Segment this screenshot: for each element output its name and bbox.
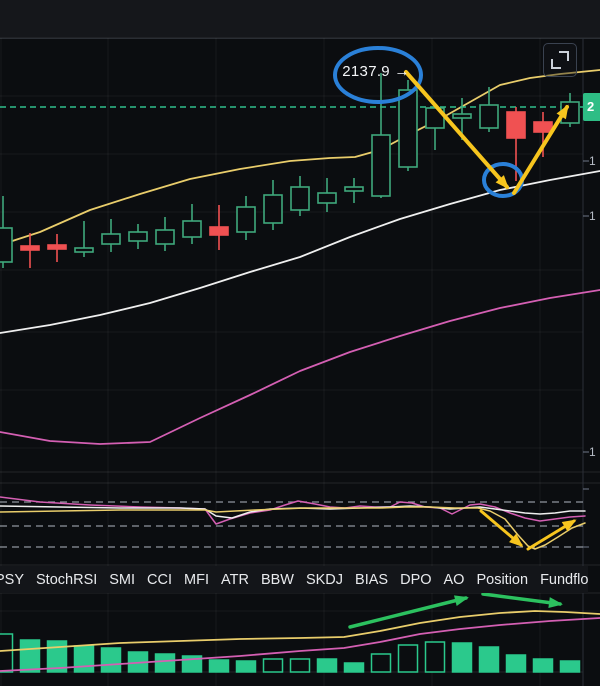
tab-bbw[interactable]: BBW xyxy=(260,571,294,588)
price-annotation-callout: 2137.9 → xyxy=(342,63,410,80)
volume-bar xyxy=(397,644,419,673)
annotation-arrow xyxy=(348,596,468,629)
candle-body-up xyxy=(317,192,337,204)
volume-bar xyxy=(505,654,527,673)
volume-bar xyxy=(532,658,554,673)
volume-bar xyxy=(0,633,14,673)
candle-body-up xyxy=(371,134,391,197)
candle-body-up xyxy=(479,104,499,129)
volume-bar xyxy=(19,639,41,673)
candle-body-up xyxy=(128,231,148,242)
candle-body-down xyxy=(209,226,229,236)
candle-body-down xyxy=(20,245,40,251)
annotation-arrow xyxy=(404,70,509,189)
candle-body-up xyxy=(236,206,256,233)
volume-bar xyxy=(262,658,284,673)
volume-bar xyxy=(559,660,581,673)
annotation-arrowhead xyxy=(495,175,509,190)
annotation-arrowhead xyxy=(561,519,577,532)
candle-body-up xyxy=(0,227,13,263)
candle-body-up xyxy=(182,220,202,238)
vol-ma-yellow xyxy=(0,610,600,652)
vol-ma-magenta xyxy=(0,617,600,672)
ma-slow-magenta xyxy=(0,289,600,445)
indicator-tab-bar: PSY StochRSI SMI CCI MFI ATR BBW SKDJ BI… xyxy=(0,566,588,593)
candle-body-down xyxy=(506,111,526,139)
candle-body-down xyxy=(47,244,67,250)
fullscreen-button[interactable] xyxy=(543,43,577,77)
current-price-badge: 2 xyxy=(583,93,600,121)
tab-smi[interactable]: SMI xyxy=(109,571,136,588)
candle-body-up xyxy=(74,247,94,253)
tab-dpo[interactable]: DPO xyxy=(400,571,432,588)
volume-bar xyxy=(289,658,311,673)
osc-yellow xyxy=(0,506,586,550)
annotation-arrow xyxy=(512,105,569,195)
tab-psy[interactable]: PSY xyxy=(0,571,25,588)
candle-body-down xyxy=(533,121,553,133)
candle-body-up xyxy=(290,186,310,211)
volume-bar xyxy=(370,653,392,673)
volume-bar xyxy=(73,645,95,673)
callout-ellipse xyxy=(333,46,423,104)
candle-body-up xyxy=(398,89,418,168)
volume-bar xyxy=(235,660,257,673)
volume-bar xyxy=(478,646,500,673)
tab-position[interactable]: Position xyxy=(476,571,529,588)
volume-bar xyxy=(154,653,176,673)
candle-body-up xyxy=(452,113,472,119)
volume-bar xyxy=(100,647,122,673)
volume-bar xyxy=(343,662,365,673)
annotation-arrowhead xyxy=(453,595,469,607)
expand-bottom-left-icon xyxy=(551,59,561,69)
candle-body-up xyxy=(101,233,121,245)
annotation-arrowhead xyxy=(509,533,524,547)
volume-bar xyxy=(316,658,338,673)
tab-skdj[interactable]: SKDJ xyxy=(305,571,344,588)
tab-mfi[interactable]: MFI xyxy=(184,571,209,588)
ma-fast-yellow xyxy=(0,69,600,246)
price-axis-label: 1 xyxy=(589,154,596,168)
annotation-arrowhead xyxy=(548,597,563,609)
price-axis-label: 1 xyxy=(589,209,596,223)
ma-mid-white xyxy=(0,170,600,334)
tab-cci[interactable]: CCI xyxy=(147,571,173,588)
tab-fundflow[interactable]: Fundflow xyxy=(540,571,588,588)
candle-body-up xyxy=(344,186,364,192)
volume-bar xyxy=(208,659,230,673)
candle-body-up xyxy=(263,194,283,224)
tab-stochrsi[interactable]: StochRSI xyxy=(36,571,98,588)
annotation-arrowhead xyxy=(556,104,569,120)
price-axis-label: 1 xyxy=(589,445,596,459)
tab-ao[interactable]: AO xyxy=(443,571,465,588)
expand-top-right-icon xyxy=(559,51,569,61)
volume-bar xyxy=(451,642,473,673)
candle-body-up xyxy=(155,229,175,245)
annotation-arrow xyxy=(481,592,562,606)
chart-top-band xyxy=(0,0,600,39)
volume-bar xyxy=(46,640,68,673)
tab-atr[interactable]: ATR xyxy=(221,571,249,588)
tab-bias[interactable]: BIAS xyxy=(355,571,389,588)
volume-bar xyxy=(424,641,446,673)
